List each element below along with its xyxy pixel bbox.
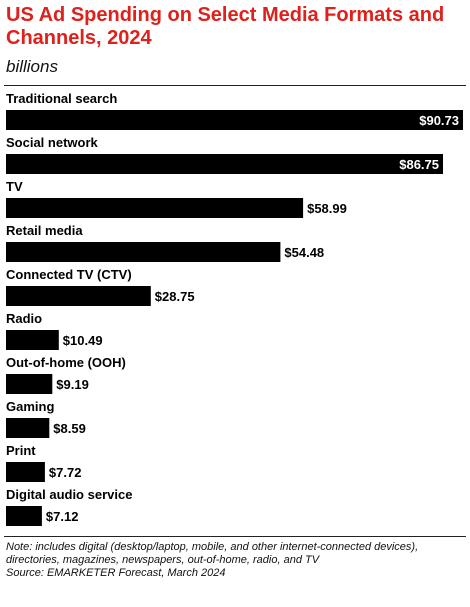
category-label: Print (6, 443, 36, 458)
category-label: Social network (6, 135, 99, 150)
category-label: Retail media (6, 223, 83, 238)
bar (6, 110, 463, 130)
value-label: $54.48 (284, 245, 324, 260)
bar (6, 330, 59, 350)
chart-title: US Ad Spending on Select Media Formats a… (6, 4, 445, 49)
bar (6, 374, 53, 394)
bar-chart: Traditional search $90.73 Social network $8… (6, 91, 463, 526)
bar (6, 198, 304, 218)
category-label: Out-of-home (OOH) (6, 355, 126, 370)
bar (6, 154, 443, 174)
value-label: $9.19 (56, 377, 89, 392)
category-label: Gaming (6, 399, 54, 414)
chart-subtitle: billions (6, 57, 58, 76)
footer-source: Source: EMARKETER Forecast, March 2024 (6, 567, 226, 579)
bar (6, 506, 42, 526)
value-label: $7.12 (46, 509, 79, 524)
value-label: $90.73 (419, 113, 459, 128)
value-label: $10.49 (63, 333, 103, 348)
value-label: $28.75 (155, 289, 195, 304)
value-label: $8.59 (53, 421, 86, 436)
category-label: TV (6, 179, 23, 194)
top-divider (4, 85, 466, 86)
chart-footer: Note: includes digital (desktop/laptop, … (6, 541, 464, 580)
bar (6, 242, 281, 262)
value-label: $7.72 (49, 465, 82, 480)
value-label: $58.99 (307, 201, 347, 216)
bar (6, 286, 151, 306)
category-label: Radio (6, 311, 42, 326)
bar (6, 462, 45, 482)
category-label: Connected TV (CTV) (6, 267, 132, 282)
category-label: Traditional search (6, 91, 117, 106)
value-label: $86.75 (399, 157, 439, 172)
bottom-divider (4, 536, 466, 537)
footer-note: Note: includes digital (desktop/laptop, … (6, 541, 419, 566)
bar (6, 418, 50, 438)
category-label: Digital audio service (6, 487, 132, 502)
